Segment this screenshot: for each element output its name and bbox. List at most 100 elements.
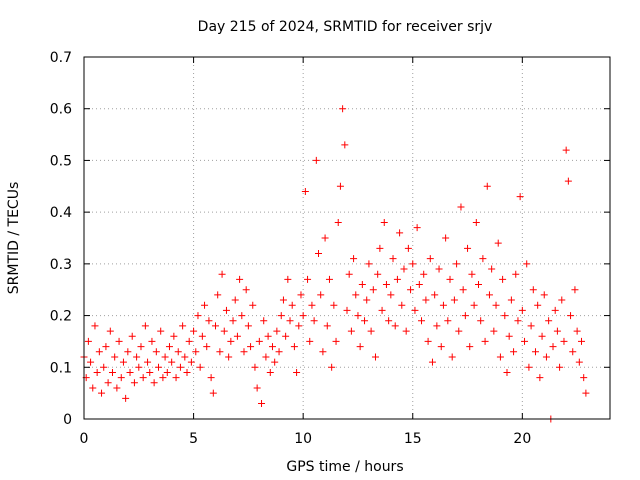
data-point <box>334 218 342 226</box>
data-point <box>536 374 544 382</box>
data-point <box>551 306 559 314</box>
data-point <box>148 337 156 345</box>
data-point <box>172 374 180 382</box>
data-point <box>288 301 296 309</box>
data-point <box>376 244 384 252</box>
data-point <box>328 363 336 371</box>
data-point <box>179 322 187 330</box>
data-point <box>253 384 261 392</box>
data-point <box>111 353 119 361</box>
data-point <box>95 348 103 356</box>
data-point <box>137 343 145 351</box>
data-point <box>141 322 149 330</box>
data-point <box>466 343 474 351</box>
data-point <box>260 317 268 325</box>
data-point <box>400 265 408 273</box>
data-point <box>492 301 500 309</box>
data-point <box>514 317 522 325</box>
data-point <box>84 337 92 345</box>
data-point <box>205 317 213 325</box>
data-point <box>510 348 518 356</box>
data-point <box>433 322 441 330</box>
data-point <box>361 317 369 325</box>
data-point <box>442 234 450 242</box>
data-point <box>521 337 529 345</box>
data-point <box>538 332 546 340</box>
data-point <box>266 368 274 376</box>
data-point <box>229 317 237 325</box>
data-point <box>569 348 577 356</box>
data-point <box>428 358 436 366</box>
data-point <box>242 286 250 294</box>
data-point <box>271 358 279 366</box>
data-point <box>133 353 141 361</box>
data-point <box>545 317 553 325</box>
data-point <box>299 312 307 320</box>
data-point <box>413 224 421 232</box>
data-point <box>157 327 165 335</box>
data-point <box>91 322 99 330</box>
data-point <box>176 363 184 371</box>
data-point <box>315 250 323 258</box>
data-point <box>470 301 478 309</box>
data-point <box>277 312 285 320</box>
y-axis-label: SRMTID / TECUs <box>6 182 22 295</box>
x-tick-label: 0 <box>80 431 89 447</box>
data-point <box>448 353 456 361</box>
data-point <box>89 384 97 392</box>
data-point <box>542 353 550 361</box>
data-point <box>251 363 259 371</box>
data-point <box>220 327 228 335</box>
data-point <box>146 368 154 376</box>
data-point <box>446 275 454 283</box>
y-tick-label: 0.3 <box>50 257 72 273</box>
data-point <box>483 182 491 190</box>
data-point <box>374 270 382 278</box>
data-point <box>385 317 393 325</box>
y-tick-label: 0.2 <box>50 309 72 325</box>
data-point <box>336 182 344 190</box>
y-tick-label: 0.4 <box>50 205 72 221</box>
data-point <box>174 348 182 356</box>
data-point <box>244 322 252 330</box>
data-point <box>279 296 287 304</box>
data-point <box>295 322 303 330</box>
data-point <box>130 379 138 387</box>
data-point <box>571 286 579 294</box>
data-point <box>301 187 309 195</box>
data-point <box>325 275 333 283</box>
data-point <box>104 379 112 387</box>
data-point <box>282 332 290 340</box>
data-point <box>378 306 386 314</box>
y-tick-label: 0.7 <box>50 50 72 66</box>
data-point <box>330 301 338 309</box>
data-point <box>479 255 487 263</box>
data-point <box>247 343 255 351</box>
data-point <box>527 322 535 330</box>
data-point <box>457 203 465 211</box>
data-point <box>505 332 513 340</box>
data-point <box>472 218 480 226</box>
data-point <box>214 291 222 299</box>
x-axis-ticks: 0 5 10 15 20 <box>80 57 531 447</box>
data-point <box>431 291 439 299</box>
data-point <box>512 270 520 278</box>
data-point <box>286 317 294 325</box>
data-point <box>402 327 410 335</box>
data-point <box>227 337 235 345</box>
data-point <box>106 327 114 335</box>
data-point <box>312 156 320 164</box>
data-point <box>481 337 489 345</box>
data-point <box>343 306 351 314</box>
data-point <box>207 374 215 382</box>
data-point <box>437 343 445 351</box>
data-point <box>258 399 266 407</box>
data-point <box>102 343 110 351</box>
data-point <box>499 275 507 283</box>
data-point <box>152 348 160 356</box>
data-point <box>350 255 358 263</box>
data-point <box>139 374 147 382</box>
y-tick-label: 0 <box>63 412 72 428</box>
data-point <box>461 312 469 320</box>
